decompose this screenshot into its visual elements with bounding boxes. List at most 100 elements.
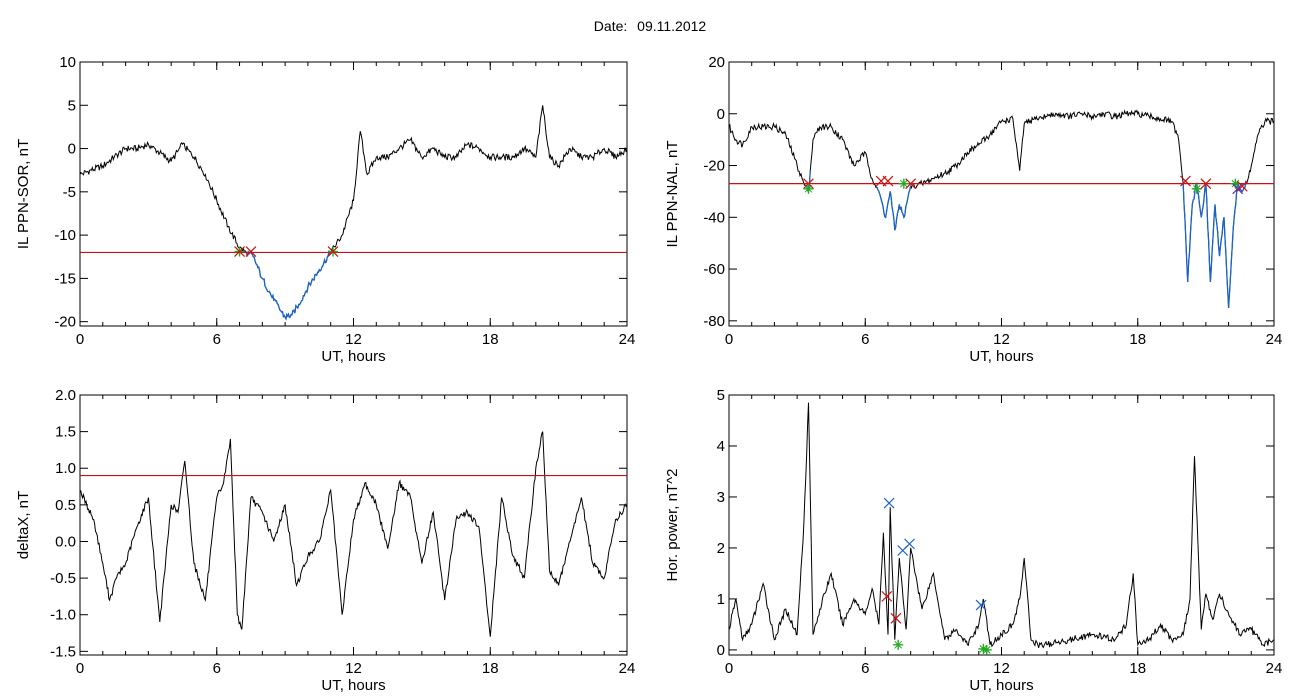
x-tick-label: 12 [345, 331, 362, 348]
y-tick-label: 1 [717, 591, 725, 608]
x-marker [882, 175, 894, 187]
x-tick-label: 0 [725, 660, 733, 677]
x-marker [905, 178, 917, 190]
x-marker [803, 178, 814, 190]
marker-stroke [894, 640, 903, 649]
x-tick-label: 0 [725, 331, 733, 348]
chart-panel-top-right: 0 6 12 18 24 -80 -60 -40 -20 0 20 UT, hours IL PPN-N… [664, 54, 1282, 365]
plot-frame [79, 394, 628, 656]
x-tick-label: 18 [1129, 660, 1146, 677]
series-line [80, 431, 627, 637]
x-tick-label: 24 [619, 660, 636, 677]
plot-frame [728, 61, 1275, 327]
marker-stroke [234, 246, 245, 257]
marker-stroke [245, 246, 257, 257]
marker-stroke [975, 599, 987, 611]
y-tick-label: -40 [703, 209, 725, 226]
y-tick-label: 5 [68, 97, 76, 114]
chart-panel-top-left: 0 6 12 18 24 -20 -15 -10 -5 0 5 10 UT, hours IL PPN-S… [15, 54, 635, 365]
x-tick-label: 6 [213, 660, 221, 677]
x-marker [975, 599, 987, 611]
series-line [729, 109, 1274, 308]
marker-stroke [883, 497, 895, 509]
marker-stroke [905, 178, 917, 190]
marker-stroke [904, 538, 915, 550]
y-axis-label: Hor. power, nT^2 [664, 469, 681, 582]
y-tick-label: 0 [717, 106, 725, 123]
x-marker [327, 246, 339, 257]
y-tick-label: -15 [54, 270, 76, 287]
y-tick-label: 5 [717, 387, 725, 404]
x-tick-label: 12 [993, 331, 1010, 348]
x-marker [1232, 183, 1244, 195]
y-tick-label: 0 [68, 141, 76, 158]
y-axis-label: deltaX, nT [15, 491, 32, 559]
y-tick-label: 0.5 [55, 497, 76, 514]
x-tick-label: 18 [1129, 331, 1146, 348]
x-tick-label: 6 [861, 331, 869, 348]
marker-stroke [1180, 175, 1191, 187]
plot-area [729, 402, 1274, 649]
x-axis-label: UT, hours [969, 677, 1033, 694]
y-tick-label: 0.0 [55, 533, 76, 550]
plot-area [729, 109, 1274, 308]
x-tick-label: 24 [619, 331, 636, 348]
x-tick-label: 12 [993, 660, 1010, 677]
marker-stroke [982, 646, 991, 654]
x-axis-label: UT, hours [321, 677, 385, 694]
date-label: Date: [593, 18, 628, 34]
x-tick-label: 24 [1266, 660, 1283, 677]
y-tick-label: 10 [59, 54, 76, 71]
y-tick-label: 3 [717, 489, 725, 506]
x-tick-label: 24 [1266, 331, 1283, 348]
x-tick-label: 12 [345, 660, 362, 677]
chart-panel-bottom-left: 0 6 12 18 24 -1.5 -1.0 -0.5 0.0 0.5 1.0 1.5 2.0 UT, h… [15, 387, 635, 694]
x-marker [881, 590, 893, 602]
y-tick-label: -60 [703, 261, 725, 278]
plus-marker [898, 178, 909, 189]
x-tick-label: 0 [76, 331, 84, 348]
highlighted-segment [876, 186, 912, 231]
x-tick-label: 6 [213, 331, 221, 348]
y-tick-label: -20 [54, 314, 76, 331]
marker-stroke [1192, 184, 1201, 193]
marker-stroke [881, 590, 893, 602]
marker-stroke [803, 178, 814, 190]
marker-stroke [804, 184, 813, 193]
marker-stroke [890, 612, 902, 624]
x-axis-label: UT, hours [969, 348, 1033, 365]
y-tick-label: 1.0 [55, 460, 76, 477]
series-line [729, 402, 1274, 649]
x-marker [1200, 178, 1212, 190]
plus-marker [893, 639, 904, 650]
plot-area [80, 105, 627, 321]
y-tick-label: -0.5 [50, 570, 76, 587]
x-marker [890, 612, 902, 624]
highlighted-segment [245, 249, 332, 321]
date-value: 09.11.2012 [637, 18, 707, 34]
y-tick-label: -10 [54, 227, 76, 244]
y-tick-label: -1.0 [50, 607, 76, 624]
x-axis-label: UT, hours [321, 348, 385, 365]
y-axis-label: IL PPN-NAL, nT [664, 141, 681, 248]
x-tick-label: 0 [76, 660, 84, 677]
x-marker [234, 246, 245, 257]
plot-frame [79, 61, 628, 327]
highlighted-segment [1182, 180, 1248, 308]
x-tick-label: 18 [482, 660, 499, 677]
y-tick-label: 2.0 [55, 387, 76, 404]
y-tick-label: 20 [708, 54, 725, 71]
plus-marker [1191, 183, 1202, 194]
y-tick-label: 2 [717, 540, 725, 557]
y-tick-label: 4 [717, 438, 725, 455]
page-title: Date: 09.11.2012 [0, 18, 1300, 34]
plus-marker [803, 183, 814, 194]
marker-stroke [1232, 183, 1244, 195]
y-tick-label: 1.5 [55, 424, 76, 441]
x-marker [883, 497, 895, 509]
marker-stroke [979, 645, 988, 653]
x-marker [245, 246, 257, 257]
y-axis-label: IL PPN-SOR, nT [15, 139, 32, 249]
